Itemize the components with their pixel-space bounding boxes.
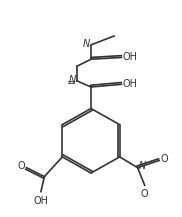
Text: N: N bbox=[139, 161, 146, 171]
Text: O: O bbox=[160, 154, 168, 164]
Text: N: N bbox=[68, 75, 76, 85]
Text: OH: OH bbox=[122, 53, 137, 62]
Text: =: = bbox=[66, 78, 76, 88]
Text: O: O bbox=[17, 161, 25, 171]
Text: OH: OH bbox=[33, 196, 48, 206]
Text: N: N bbox=[83, 39, 90, 49]
Text: O: O bbox=[141, 189, 149, 199]
Text: OH: OH bbox=[122, 79, 137, 89]
